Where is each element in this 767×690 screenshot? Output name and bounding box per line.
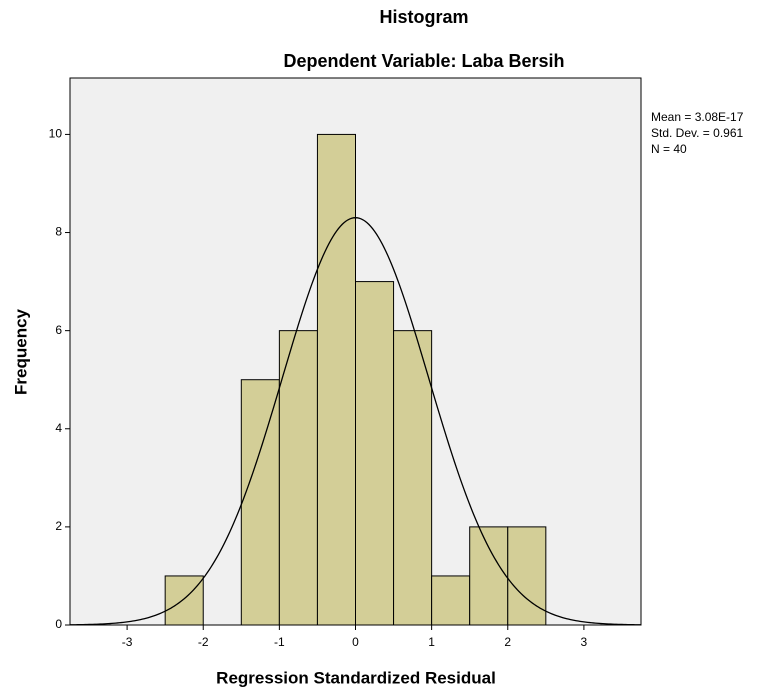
- x-tick-label: 1: [428, 635, 435, 649]
- x-tick-label: 3: [581, 635, 588, 649]
- x-tick-label: 0: [352, 635, 359, 649]
- y-tick-label: 6: [55, 323, 62, 337]
- bar: [355, 281, 395, 626]
- y-tick-label: 8: [55, 225, 62, 239]
- x-tick-label: 2: [504, 635, 511, 649]
- stat-label: Mean = 3.08E-17: [651, 110, 744, 124]
- x-tick-label: -3: [122, 635, 133, 649]
- y-axis-label: Frequency: [11, 308, 30, 395]
- y-tick-label: 4: [55, 421, 62, 435]
- normal-curve: [69, 217, 642, 626]
- chart-title: Histogram: [379, 7, 468, 27]
- x-axis-label: Regression Standardized Residual: [216, 668, 496, 687]
- plot-frame: [69, 77, 642, 626]
- bar: [164, 575, 204, 626]
- stat-label: N = 40: [651, 142, 687, 156]
- bar: [316, 133, 356, 626]
- bar: [431, 575, 471, 626]
- stat-label: Std. Dev. = 0.961: [651, 126, 743, 140]
- x-tick-label: -2: [198, 635, 209, 649]
- y-tick-label: 2: [55, 519, 62, 533]
- bar: [240, 379, 280, 626]
- bar: [507, 526, 547, 626]
- chart-subtitle: Dependent Variable: Laba Bersih: [283, 51, 564, 71]
- y-tick-label: 10: [49, 127, 63, 141]
- bar: [278, 330, 318, 626]
- y-tick-label: 0: [55, 617, 62, 631]
- bar: [393, 330, 433, 626]
- bar: [469, 526, 509, 626]
- x-tick-label: -1: [274, 635, 285, 649]
